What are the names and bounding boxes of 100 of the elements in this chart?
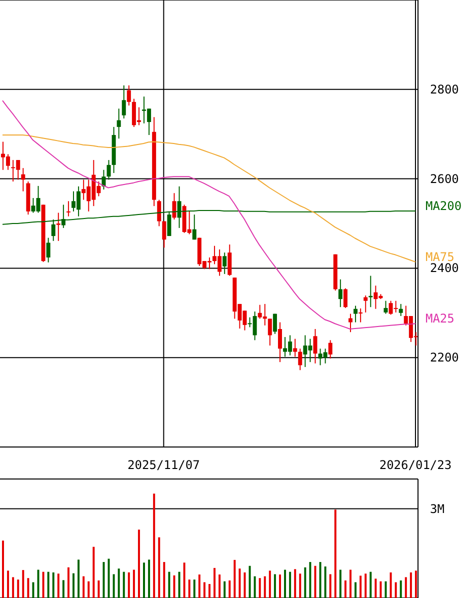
candlestick xyxy=(228,244,232,276)
candlestick xyxy=(278,322,282,363)
bar xyxy=(82,576,85,598)
candlestick xyxy=(358,308,363,323)
bar xyxy=(173,575,176,598)
candlestick xyxy=(126,84,131,106)
bar xyxy=(329,574,332,598)
bar xyxy=(319,562,322,598)
bar xyxy=(122,572,125,598)
bar xyxy=(339,570,342,598)
x-tick-label: 2026/01/23 xyxy=(379,458,452,472)
bar xyxy=(274,574,276,598)
bar xyxy=(148,560,150,598)
bar xyxy=(47,572,50,598)
bar xyxy=(92,546,95,598)
bar xyxy=(324,566,326,598)
bar xyxy=(62,580,64,598)
bar xyxy=(354,582,357,598)
bar xyxy=(67,567,70,598)
bar xyxy=(72,573,75,598)
bar xyxy=(248,566,251,598)
bar xyxy=(228,580,231,598)
bar xyxy=(183,562,186,598)
bar xyxy=(132,570,135,598)
bar xyxy=(289,572,292,598)
candlestick xyxy=(343,288,348,308)
bar xyxy=(264,576,266,598)
candlestick xyxy=(21,168,26,192)
candlestick xyxy=(46,237,50,263)
bar xyxy=(384,581,387,598)
y-tick-label: 2200 xyxy=(430,350,459,365)
bar xyxy=(349,570,352,598)
bar xyxy=(374,578,377,598)
candlestick xyxy=(272,313,277,334)
bar xyxy=(268,570,271,598)
x-tick-label: 2025/11/07 xyxy=(128,458,200,472)
bar xyxy=(112,574,115,598)
candlestick xyxy=(157,199,162,227)
bar xyxy=(404,577,407,598)
bar xyxy=(394,582,397,598)
bar xyxy=(254,576,256,598)
line-series xyxy=(2,134,416,262)
bar xyxy=(22,570,24,598)
bar xyxy=(198,574,200,598)
bar xyxy=(32,582,34,598)
y-tick-label: 2800 xyxy=(430,82,459,96)
bar xyxy=(102,562,105,598)
bar xyxy=(224,581,226,598)
candlestick xyxy=(398,303,403,317)
bar xyxy=(27,578,30,598)
bar xyxy=(370,572,372,598)
bar xyxy=(294,569,296,598)
bar xyxy=(153,494,156,598)
bar xyxy=(168,572,170,598)
bar xyxy=(12,577,14,598)
bar xyxy=(304,567,306,598)
series-label: MA200 xyxy=(425,198,462,213)
candlestick xyxy=(102,169,106,190)
bar xyxy=(390,572,392,598)
bar xyxy=(214,568,216,598)
series-label: MA25 xyxy=(425,312,454,326)
bar xyxy=(309,562,312,598)
bar xyxy=(244,572,246,598)
bar xyxy=(203,582,206,598)
candlestick xyxy=(293,338,298,358)
bar xyxy=(278,574,281,598)
bar xyxy=(42,572,44,598)
candlestick xyxy=(368,275,373,308)
candlestick xyxy=(162,220,166,248)
y-tick-label: 3M xyxy=(430,502,444,516)
candlestick xyxy=(222,252,227,275)
y-tick-label: 2400 xyxy=(430,261,459,276)
bar xyxy=(118,568,120,598)
candlestick xyxy=(116,108,121,140)
candlestick xyxy=(192,214,196,240)
candlestick xyxy=(298,348,302,371)
bar xyxy=(400,580,402,598)
candlestick xyxy=(122,84,126,119)
bar xyxy=(414,570,417,598)
bar xyxy=(2,540,4,598)
candlestick xyxy=(364,294,368,313)
bar xyxy=(299,574,302,598)
bar xyxy=(17,580,20,598)
bar xyxy=(344,580,346,598)
candlestick xyxy=(106,160,111,180)
candlestick xyxy=(348,313,352,333)
bar xyxy=(52,572,54,598)
series-label: MA75 xyxy=(425,250,454,264)
bar xyxy=(360,576,362,598)
candlestick xyxy=(172,192,176,220)
candlestick xyxy=(268,318,272,346)
candlestick xyxy=(384,300,388,314)
bar xyxy=(314,566,316,598)
bar xyxy=(143,562,146,598)
bar xyxy=(98,580,100,598)
bar xyxy=(78,560,80,598)
bar xyxy=(188,580,190,598)
bar xyxy=(108,558,110,598)
bar xyxy=(163,562,166,598)
bar xyxy=(364,574,367,598)
